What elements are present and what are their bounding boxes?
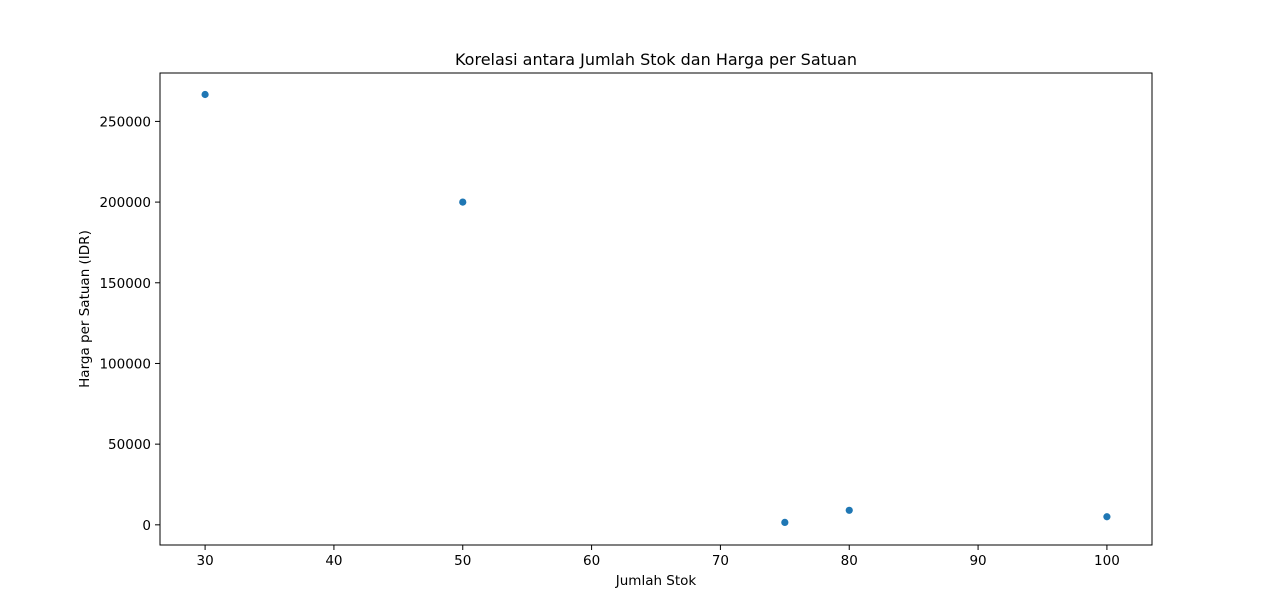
y-axis-ticks: 0 50000 100000 150000 200000 250000 xyxy=(99,114,160,534)
chart-title: Korelasi antara Jumlah Stok dan Harga pe… xyxy=(455,50,857,69)
y-tick-label: 150000 xyxy=(99,276,151,292)
y-tick-label: 200000 xyxy=(99,195,151,211)
scatter-point xyxy=(201,90,209,99)
x-tick-label: 30 xyxy=(196,553,213,569)
x-tick-label: 70 xyxy=(712,553,729,569)
y-tick-label: 250000 xyxy=(99,114,151,130)
x-axis-ticks: 30 40 50 60 70 80 90 100 xyxy=(196,545,1120,569)
x-tick-label: 50 xyxy=(454,553,471,569)
x-tick-label: 100 xyxy=(1094,553,1120,569)
scatter-point xyxy=(1103,513,1111,521)
plot-area-frame xyxy=(159,72,1153,546)
scatter-points xyxy=(201,90,1111,527)
scatter-point xyxy=(781,518,789,527)
x-tick-label: 80 xyxy=(841,553,858,569)
x-tick-label: 40 xyxy=(325,553,342,569)
scatter-point xyxy=(845,506,853,514)
y-tick-label: 50000 xyxy=(108,437,151,453)
y-tick-label: 100000 xyxy=(99,356,151,372)
x-tick-label: 90 xyxy=(969,553,986,569)
x-tick-label: 60 xyxy=(583,553,600,569)
x-axis-label: Jumlah Stok xyxy=(615,573,697,589)
scatter-point xyxy=(459,198,467,206)
y-axis-label: Harga per Satuan (IDR) xyxy=(77,230,93,388)
y-tick-label: 0 xyxy=(142,518,151,534)
